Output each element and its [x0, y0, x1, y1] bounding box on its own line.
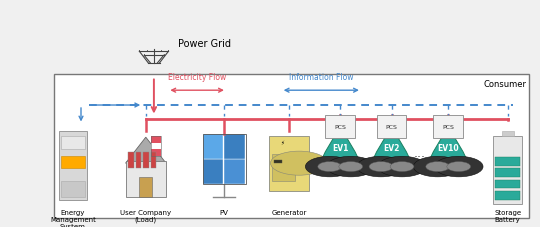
Circle shape [426, 162, 449, 172]
Text: EV10: EV10 [437, 143, 459, 152]
Bar [269, 136, 309, 191]
Bar [139, 177, 152, 197]
Bar [202, 134, 223, 159]
Text: ⚡: ⚡ [280, 141, 284, 146]
Bar [493, 136, 523, 204]
Bar [202, 159, 223, 184]
Bar [144, 152, 149, 168]
Circle shape [326, 157, 375, 177]
Circle shape [369, 162, 393, 172]
Bar [61, 157, 85, 168]
Circle shape [357, 157, 405, 177]
Bar [61, 136, 85, 150]
Text: PV: PV [220, 209, 228, 215]
Polygon shape [442, 129, 455, 138]
Bar [377, 116, 407, 138]
Text: User Company
(Load): User Company (Load) [120, 209, 171, 222]
Text: PCS: PCS [442, 125, 454, 130]
Bar [224, 134, 245, 159]
Bar [136, 152, 141, 168]
Circle shape [414, 157, 462, 177]
Bar [126, 161, 166, 197]
Text: PCS: PCS [386, 125, 397, 130]
Bar [434, 116, 463, 138]
Bar [59, 132, 87, 200]
Text: EV1: EV1 [332, 143, 348, 152]
Bar [496, 191, 519, 200]
Polygon shape [428, 138, 469, 163]
Circle shape [434, 157, 483, 177]
Circle shape [306, 157, 354, 177]
Polygon shape [384, 129, 398, 138]
Polygon shape [372, 138, 412, 163]
Text: Information Flow: Information Flow [289, 73, 354, 82]
Text: Energy
Management
System: Energy Management System [50, 209, 96, 227]
Bar [151, 152, 157, 168]
Bar [151, 136, 161, 157]
Circle shape [377, 157, 427, 177]
Text: Storage
Battery: Storage Battery [494, 209, 521, 222]
Circle shape [318, 162, 342, 172]
Text: Electricity Flow: Electricity Flow [168, 73, 226, 82]
Bar [151, 136, 161, 143]
Bar [129, 152, 134, 168]
Text: Consumer: Consumer [483, 79, 526, 88]
Circle shape [390, 162, 414, 172]
Circle shape [339, 162, 363, 172]
Bar [496, 169, 519, 178]
Polygon shape [320, 138, 361, 163]
Polygon shape [334, 129, 347, 138]
Text: Power Grid: Power Grid [178, 39, 231, 49]
Bar [325, 116, 355, 138]
Bar [151, 150, 161, 157]
Bar [273, 154, 295, 182]
Bar [61, 182, 85, 197]
Circle shape [447, 162, 470, 172]
Bar [151, 143, 161, 150]
Bar [202, 134, 246, 184]
Bar [274, 160, 282, 163]
Bar [496, 158, 519, 166]
Bar [496, 180, 519, 189]
Text: PCS: PCS [334, 125, 346, 130]
Bar [54, 75, 529, 218]
Circle shape [271, 151, 328, 175]
Bar [224, 159, 245, 184]
Bar [502, 131, 514, 136]
Text: Generator: Generator [271, 209, 307, 215]
Polygon shape [126, 138, 166, 163]
Text: EV2: EV2 [383, 143, 400, 152]
Text: ···: ··· [414, 150, 426, 163]
